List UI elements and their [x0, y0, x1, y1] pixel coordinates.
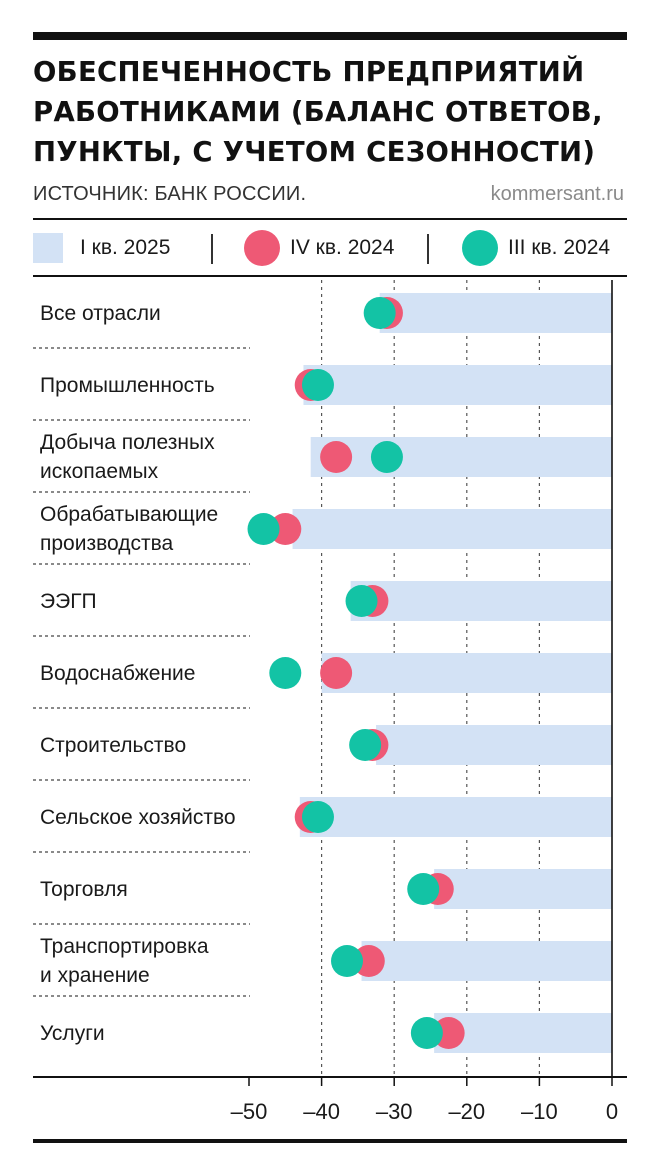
legend-swatch-bar [33, 233, 63, 263]
category-label: Все отрасли [40, 302, 161, 325]
dot-q3-2024 [410, 1017, 443, 1049]
legend-top-rule [33, 218, 627, 220]
dot-q3-2024 [370, 441, 403, 473]
category-label: ЭЭГП [40, 590, 97, 613]
legend-dot-red [244, 230, 280, 266]
dot-q3-2024 [407, 873, 440, 905]
legend-label-q4-2024: IV кв. 2024 [290, 236, 395, 259]
category-label-line: Обрабатывающие [40, 503, 218, 526]
source-note: ИСТОЧНИК: БАНК РОССИИ. [33, 183, 307, 205]
x-tick-label: –10 [521, 1099, 558, 1124]
x-tick-label: –30 [376, 1099, 413, 1124]
category-label-line: производства [40, 532, 174, 555]
category-label-line: Сельское хозяйство [40, 806, 236, 829]
category-label-line: Промышленность [40, 374, 215, 397]
category-label-line: ископаемых [40, 460, 159, 483]
category-label: Торговля [40, 878, 128, 901]
category-label: Услуги [40, 1022, 105, 1045]
bar [434, 869, 612, 909]
category-label: Строительство [40, 734, 186, 757]
top-rule [33, 32, 627, 40]
bar [321, 653, 612, 693]
legend-separator [211, 234, 213, 264]
bar [292, 509, 612, 549]
category-label: Водоснабжение [40, 662, 195, 685]
bar [350, 581, 612, 621]
bar [379, 293, 612, 333]
category-label-line: и хранение [40, 964, 150, 987]
dot-q3-2024 [345, 585, 378, 617]
dot-q3-2024 [301, 801, 334, 833]
category-label-line: Строительство [40, 734, 186, 757]
legend-item-q4-2024: IV кв. 2024 [244, 222, 394, 274]
legend-item-q3-2024: III кв. 2024 [462, 222, 610, 274]
dot-q3-2024 [269, 657, 302, 689]
legend-bottom-rule [33, 275, 627, 277]
bar [361, 941, 612, 981]
dot-q4-2024 [320, 441, 353, 473]
category-label: Промышленность [40, 374, 215, 397]
category-label-line: Добыча полезных [40, 431, 215, 454]
dot-q3-2024 [247, 513, 280, 545]
category-label-line: Водоснабжение [40, 662, 195, 685]
category-label: Обрабатывающие производства [40, 503, 218, 555]
category-label: Добыча полезных ископаемых [40, 431, 215, 483]
x-tick-label: –50 [231, 1099, 268, 1124]
legend: I кв. 2025 IV кв. 2024 III кв. 2024 [33, 222, 627, 274]
category-label-line: Транспортировка [40, 935, 209, 958]
category-label: Сельское хозяйство [40, 806, 236, 829]
dot-q3-2024 [349, 729, 382, 761]
chart-title: ОБЕСПЕЧЕННОСТЬ ПРЕДПРИЯТИЙ РАБОТНИКАМИ (… [33, 52, 633, 172]
brand-link[interactable]: kommersant.ru [490, 183, 624, 205]
legend-label-q3-2024: III кв. 2024 [508, 236, 611, 259]
dot-q3-2024 [301, 369, 334, 401]
bar [310, 437, 612, 477]
category-label-line: Все отрасли [40, 302, 161, 325]
x-tick-label: 0 [606, 1099, 618, 1124]
category-label-line: ЭЭГП [40, 590, 97, 613]
bar [303, 365, 612, 405]
bottom-rule [33, 1139, 627, 1143]
category-label: Транспортировка и хранение [40, 935, 209, 987]
title-line-2: РАБОТНИКАМИ (БАЛАНС ОТВЕТОВ, [33, 96, 603, 128]
legend-dot-green [462, 230, 498, 266]
dot-q3-2024 [363, 297, 396, 329]
legend-label-q1-2025: I кв. 2025 [80, 236, 171, 259]
bar [376, 725, 612, 765]
category-label-line: Услуги [40, 1022, 105, 1045]
dot-q4-2024 [320, 657, 353, 689]
dot-q3-2024 [331, 945, 364, 977]
category-label-line: Торговля [40, 878, 128, 901]
x-tick-label: –40 [303, 1099, 340, 1124]
legend-separator [427, 234, 429, 264]
title-line-1: ОБЕСПЕЧЕННОСТЬ ПРЕДПРИЯТИЙ [33, 56, 585, 88]
x-tick-label: –20 [448, 1099, 485, 1124]
legend-item-q1-2025: I кв. 2025 [33, 222, 170, 274]
bar [299, 797, 612, 837]
title-line-3: ПУНКТЫ, С УЧЕТОМ СЕЗОННОСТИ) [33, 136, 596, 168]
